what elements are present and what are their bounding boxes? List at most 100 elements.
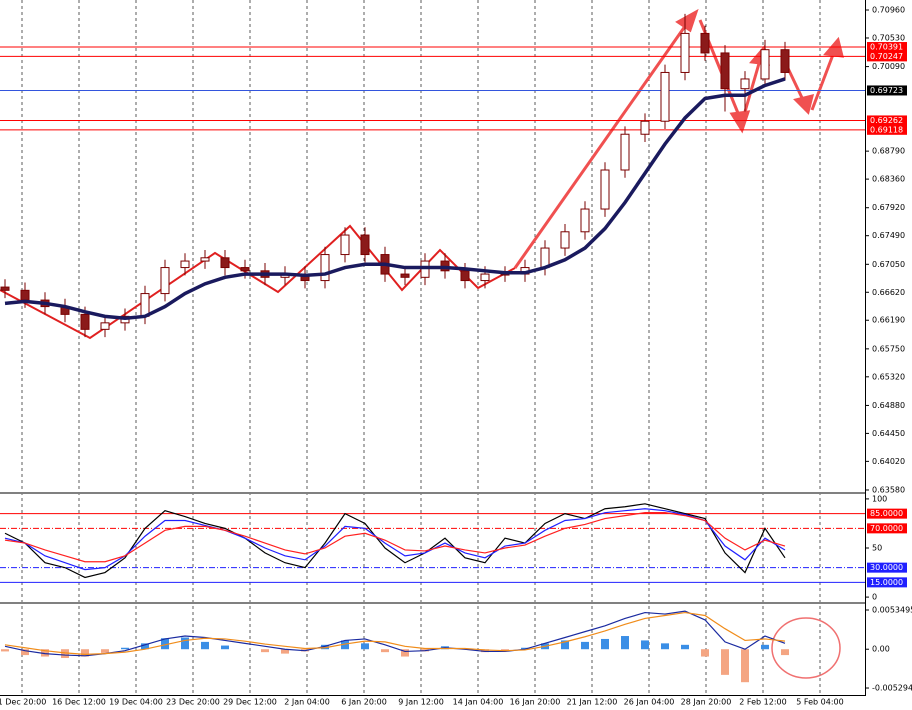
highlight-circle (771, 617, 841, 679)
histogram-bar (61, 649, 69, 659)
histogram-bar (281, 649, 289, 654)
level-label-box (867, 85, 907, 96)
level-label-box (867, 523, 907, 534)
series-line (4, 503, 786, 579)
histogram-bar (661, 643, 669, 650)
candle-body (660, 71, 670, 122)
y-tick-label: 0 (872, 593, 877, 602)
y-tick-label: 0.65320 (872, 372, 905, 381)
histogram-bar (621, 636, 629, 650)
candle-body (720, 52, 730, 90)
histogram-bar (561, 640, 569, 650)
y-tick-label: 0.70530 (872, 33, 905, 42)
candle-body (740, 78, 750, 90)
histogram-bar (141, 643, 149, 650)
candle-body (620, 133, 630, 171)
y-tick-label: 0.70960 (872, 6, 905, 15)
histogram-bar (781, 649, 789, 656)
histogram-bar (721, 649, 729, 675)
y-tick-label: 0.64450 (872, 429, 905, 438)
histogram-bar (81, 649, 89, 657)
histogram-bar (1, 649, 9, 652)
y-tick-label: 50 (872, 544, 882, 553)
histogram-bar (321, 644, 329, 650)
level-label: 0.69723 (870, 86, 903, 95)
level-label: 15.0000 (870, 578, 903, 587)
x-tick-label: 16 Jan 20:00 (510, 698, 561, 707)
arrow (810, 51, 836, 111)
x-tick-label: 26 Jan 04:00 (624, 698, 675, 707)
histogram-bar (681, 644, 689, 650)
histogram-bar (601, 638, 609, 650)
y-tick-label: 0.00 (872, 645, 890, 654)
y-tick-label: -0.005294 (872, 684, 912, 693)
panel-separator (0, 602, 866, 604)
y-tick-label: 0.67050 (872, 260, 905, 269)
y-tick-label: 0.66190 (872, 316, 905, 325)
histogram-bar (261, 649, 269, 653)
histogram-bar (161, 638, 169, 650)
histogram-bar (121, 647, 129, 650)
histogram-bar (181, 637, 189, 650)
level-label: 85.0000 (870, 509, 903, 518)
histogram-bar (481, 649, 489, 653)
y-tick-label: 0.70090 (872, 62, 905, 71)
histogram-bar (21, 649, 29, 656)
histogram-bar (741, 649, 749, 683)
x-tick-label: 1 Dec 20:00 (0, 698, 46, 707)
histogram-bar (381, 649, 389, 653)
level-label-box (867, 51, 907, 62)
y-tick-label: 0.65750 (872, 344, 905, 353)
candle-body (480, 273, 490, 282)
level-label-box (867, 508, 907, 519)
x-tick-label: 16 Dec 12:00 (52, 698, 106, 707)
y-tick-label: 0.68790 (872, 147, 905, 156)
level-label-box (867, 562, 907, 573)
time-grid (21, 0, 821, 694)
level-label: 0.70247 (870, 52, 903, 61)
histogram-bar (581, 641, 589, 650)
x-tick-label: 19 Dec 04:00 (109, 698, 163, 707)
x-tick-label: 23 Dec 20:00 (166, 698, 220, 707)
candle-body (220, 257, 230, 269)
y-tick-label: 0.67490 (872, 231, 905, 240)
level-label: 70.0000 (870, 524, 903, 533)
histogram-bar (341, 640, 349, 650)
x-tick-label: 28 Jan 20:00 (681, 698, 732, 707)
y-tick-label: 0.64880 (872, 401, 905, 410)
histogram-bar (201, 641, 209, 650)
arrow-head (793, 93, 815, 115)
candle-body (80, 313, 90, 330)
level-label: 0.70391 (870, 43, 903, 52)
histogram-bar (521, 647, 529, 650)
candle-body (320, 254, 330, 282)
arrow-head (675, 8, 699, 33)
candle-body (760, 49, 770, 80)
arrows (513, 8, 844, 269)
series-line (4, 611, 786, 655)
histogram-bar (641, 640, 649, 650)
x-tick-label: 6 Jan 20:00 (341, 698, 387, 707)
candle-body (180, 260, 190, 269)
histogram-bar (221, 645, 229, 650)
histogram-bar (101, 649, 109, 653)
panel-separator (0, 492, 866, 494)
candle-body (0, 286, 10, 291)
y-tick-label: 0.0053495 (872, 606, 912, 615)
candle-body (200, 257, 210, 262)
series-line (4, 508, 786, 571)
y-tick-label: 0.63580 (872, 485, 905, 494)
candle-body (160, 267, 170, 295)
histogram-bar (701, 649, 709, 657)
series-line (4, 77, 786, 321)
level-label-box (867, 115, 907, 126)
candle-body (680, 32, 690, 73)
histogram-bar (361, 643, 369, 650)
level-label: 0.69262 (870, 116, 903, 125)
candle-body (240, 267, 250, 272)
candle-body (780, 49, 790, 73)
arrow (513, 21, 690, 269)
level-label: 30.0000 (870, 563, 903, 572)
candle-body (360, 234, 370, 256)
candle-body (600, 169, 610, 210)
